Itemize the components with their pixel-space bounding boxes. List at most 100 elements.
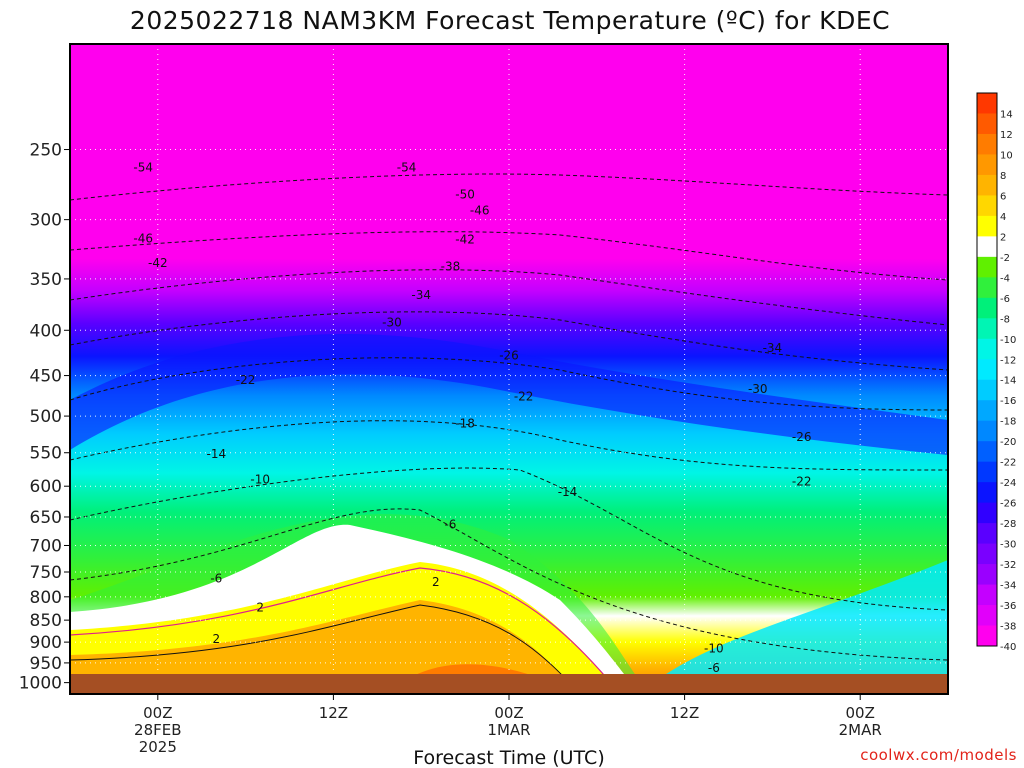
contour-label: -10 bbox=[250, 473, 270, 487]
band-cyan bbox=[640, 560, 948, 694]
contour-label: -6 bbox=[444, 518, 456, 532]
x-tick-label: 1MAR bbox=[487, 721, 530, 739]
contour-label: -30 bbox=[748, 382, 768, 396]
colorbar-tick-label: -18 bbox=[1000, 417, 1016, 428]
colorbar-swatch bbox=[977, 482, 997, 504]
colorbar-swatch bbox=[977, 113, 997, 135]
contour-label: -26 bbox=[499, 348, 519, 362]
contour-label: -50 bbox=[455, 187, 475, 201]
colorbar-tick-label: -32 bbox=[1000, 560, 1016, 571]
colorbar-swatch bbox=[977, 461, 997, 483]
colorbar-swatch bbox=[977, 605, 997, 627]
contour-label: 2 bbox=[256, 600, 264, 614]
colorbar-tick-label: 10 bbox=[1000, 150, 1013, 161]
colorbar-swatch bbox=[977, 154, 997, 176]
colorbar-tick-label: -2 bbox=[1000, 253, 1010, 264]
x-axis-label: Forecast Time (UTC) bbox=[413, 747, 604, 768]
colorbar-swatch bbox=[977, 297, 997, 319]
y-tick-label: 350 bbox=[30, 270, 62, 290]
plot-area: -54 -54 -50 -46 -46 -42 -42 -38 -34 -30 -26 -34 -22 -… bbox=[70, 44, 948, 694]
y-tick-label: 850 bbox=[30, 611, 62, 631]
colorbar-swatch bbox=[977, 584, 997, 606]
ground-surface bbox=[70, 674, 948, 694]
y-tick-label: 950 bbox=[30, 654, 62, 674]
colorbar-tick-label: -4 bbox=[1000, 273, 1010, 284]
contour-label: -18 bbox=[455, 417, 475, 431]
colorbar-tick-label: -30 bbox=[1000, 540, 1016, 551]
contour-label: -14 bbox=[558, 485, 578, 499]
contour-line-dashed bbox=[70, 508, 948, 661]
chart-title: 2025022718 NAM3KM Forecast Temperature (… bbox=[130, 6, 890, 35]
y-tick-label: 550 bbox=[30, 444, 62, 464]
colorbar-tick-label: -36 bbox=[1000, 601, 1016, 612]
y-tick-label: 700 bbox=[30, 536, 62, 556]
colorbar-swatch bbox=[977, 236, 997, 258]
contour-label: -22 bbox=[792, 475, 812, 489]
y-tick-label: 400 bbox=[30, 321, 62, 341]
credit-text: coolwx.com/models bbox=[860, 746, 1017, 764]
colorbar-tick-label: -24 bbox=[1000, 478, 1016, 489]
colorbar-swatch bbox=[977, 256, 997, 278]
x-tick-label: 00Z bbox=[494, 704, 523, 722]
colorbar-tick-label: 2 bbox=[1000, 232, 1006, 243]
contour-label: 2 bbox=[213, 632, 221, 646]
colorbar-tick-label: -10 bbox=[1000, 335, 1016, 346]
colorbar-frame bbox=[976, 92, 998, 647]
contour-lines bbox=[70, 173, 948, 694]
colorbar-tick-label: 14 bbox=[1000, 109, 1013, 120]
contour-label: -34 bbox=[763, 341, 783, 355]
y-axis: 2503003504004505005506006507007508008509… bbox=[19, 141, 70, 694]
contour-label: 2 bbox=[432, 575, 440, 589]
contour-line-dashed bbox=[70, 231, 948, 281]
contour-label: -42 bbox=[148, 256, 168, 270]
x-tick-label: 00Z bbox=[143, 704, 172, 722]
colorbar-swatch bbox=[977, 502, 997, 524]
colorbar-swatch bbox=[977, 318, 997, 340]
y-tick-label: 650 bbox=[30, 508, 62, 528]
contour-line-dashed bbox=[70, 420, 948, 471]
colorbar-swatch bbox=[977, 174, 997, 196]
x-tick-label: 12Z bbox=[319, 704, 348, 722]
colorbar-tick-label: -12 bbox=[1000, 355, 1016, 366]
x-tick-label: 28FEB bbox=[134, 721, 181, 739]
colorbar-swatch bbox=[977, 93, 997, 114]
colorbar-swatch bbox=[977, 133, 997, 155]
contour-label: -14 bbox=[207, 447, 227, 461]
contour-line-dashed bbox=[70, 269, 948, 326]
contour-line-dashed bbox=[70, 357, 948, 411]
x-tick-label: 2MAR bbox=[839, 721, 882, 739]
colorbar-swatch bbox=[977, 195, 997, 217]
y-tick-label: 300 bbox=[30, 211, 62, 231]
x-tick-label: 2025 bbox=[139, 738, 177, 756]
colorbar-swatch bbox=[977, 379, 997, 401]
colorbar-tick-label: -26 bbox=[1000, 499, 1016, 510]
colorbar-tick-label: -40 bbox=[1000, 642, 1016, 653]
colorbar-swatch bbox=[977, 441, 997, 463]
x-tick-label: 00Z bbox=[846, 704, 875, 722]
contour-label: -46 bbox=[133, 231, 153, 245]
colorbar-tick-label: -28 bbox=[1000, 519, 1016, 530]
colorbar-tick-label: -16 bbox=[1000, 396, 1016, 407]
colorbar-tick-label: 4 bbox=[1000, 212, 1006, 223]
x-tick-label: 12Z bbox=[670, 704, 699, 722]
colorbar-swatch bbox=[977, 277, 997, 299]
colorbar-swatch bbox=[977, 625, 997, 647]
contour-label: -42 bbox=[455, 233, 475, 247]
grid-lines bbox=[70, 44, 948, 694]
contour-label: -6 bbox=[708, 661, 720, 675]
colorbar-tick-label: 6 bbox=[1000, 191, 1006, 202]
y-tick-label: 1000 bbox=[19, 674, 62, 694]
contour-line-solid bbox=[70, 604, 581, 694]
colorbar-swatch bbox=[977, 564, 997, 586]
colorbar-swatch bbox=[977, 543, 997, 565]
colorbar-swatch bbox=[977, 420, 997, 442]
colorbar-swatch bbox=[977, 359, 997, 381]
contour-label: -26 bbox=[792, 430, 812, 444]
contour-label: -54 bbox=[133, 161, 153, 175]
contour-label: -6 bbox=[210, 572, 222, 586]
contour-line-dashed bbox=[70, 467, 948, 611]
contour-labels: -54 -54 -50 -46 -46 -42 -42 -38 -34 -30 -26 -34 -22 -… bbox=[133, 161, 811, 676]
contour-label: -30 bbox=[382, 316, 402, 330]
colorbar: 14 12 10 8 6 4 2 -2 -4 -6 -8 -10 -12 -14 -16 -18 -20 -22 -… bbox=[976, 92, 1016, 653]
